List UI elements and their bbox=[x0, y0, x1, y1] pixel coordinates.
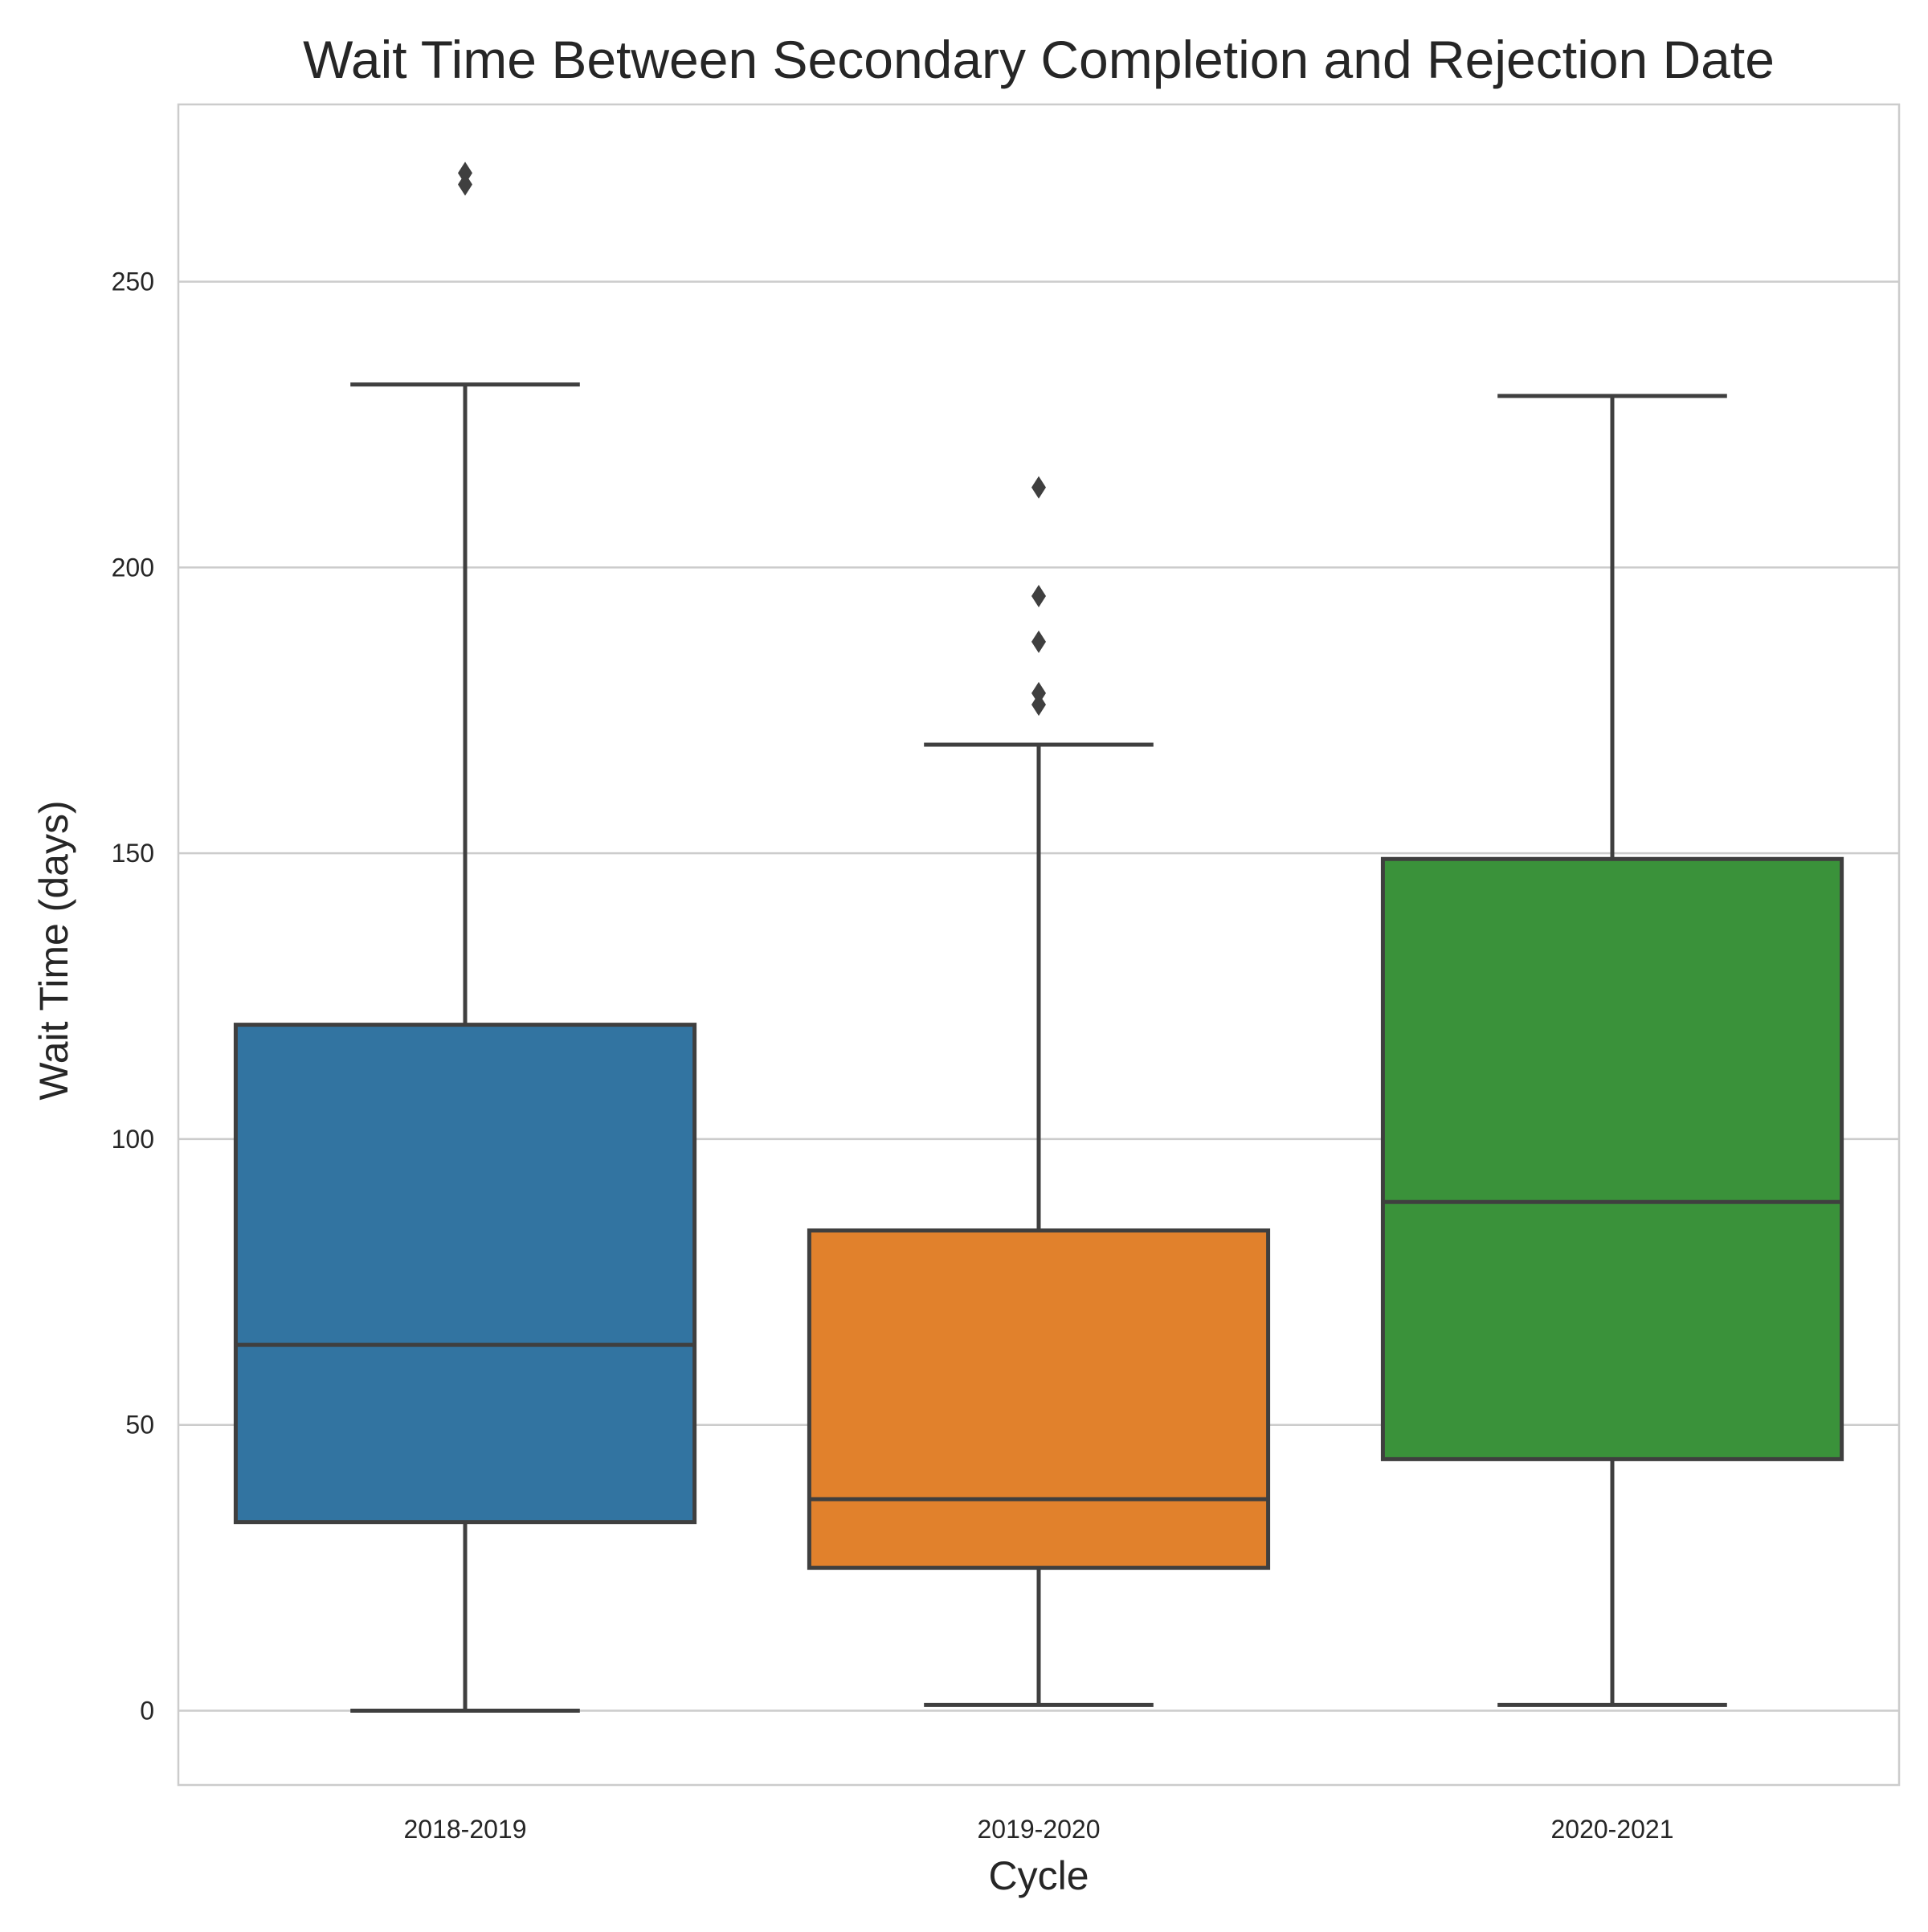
outlier-point bbox=[458, 173, 472, 196]
iqr-box bbox=[1380, 856, 1844, 1461]
x-axis-label: Cycle bbox=[988, 1853, 1089, 1898]
plot-frame bbox=[177, 103, 1901, 1787]
outlier-point bbox=[1031, 630, 1046, 653]
boxes bbox=[233, 161, 1844, 1713]
y-tick-label-0: 0 bbox=[140, 1696, 154, 1725]
box-group-2019-2020 bbox=[807, 476, 1271, 1707]
outlier-point bbox=[1031, 681, 1046, 705]
y-tick-labels: 0 50 100 150 200 250 bbox=[112, 268, 154, 1726]
chart-title: Wait Time Between Secondary Completion a… bbox=[303, 30, 1775, 89]
y-axis-label: Wait Time (days) bbox=[31, 800, 76, 1100]
y-tick-label-200: 200 bbox=[112, 553, 154, 582]
x-tick-label-2019-2020: 2019-2020 bbox=[977, 1815, 1100, 1844]
iqr-box bbox=[807, 1228, 1271, 1571]
y-tick-label-50: 50 bbox=[125, 1411, 154, 1440]
x-tick-label-2018-2019: 2018-2019 bbox=[403, 1815, 526, 1844]
outlier-point bbox=[1031, 476, 1046, 499]
x-tick-label-2020-2021: 2020-2021 bbox=[1550, 1815, 1673, 1844]
y-tick-label-150: 150 bbox=[112, 839, 154, 868]
outlier-point bbox=[1031, 584, 1046, 607]
x-tick-labels: 2018-2019 2019-2020 2020-2021 bbox=[403, 1815, 1673, 1844]
box-group-2018-2019 bbox=[233, 161, 697, 1713]
y-tick-label-100: 100 bbox=[112, 1125, 154, 1154]
outlier-point bbox=[458, 161, 472, 185]
outlier-point bbox=[1031, 693, 1046, 717]
iqr-box bbox=[233, 1023, 697, 1525]
y-tick-label-250: 250 bbox=[112, 268, 154, 296]
box-group-2020-2021 bbox=[1380, 394, 1844, 1707]
